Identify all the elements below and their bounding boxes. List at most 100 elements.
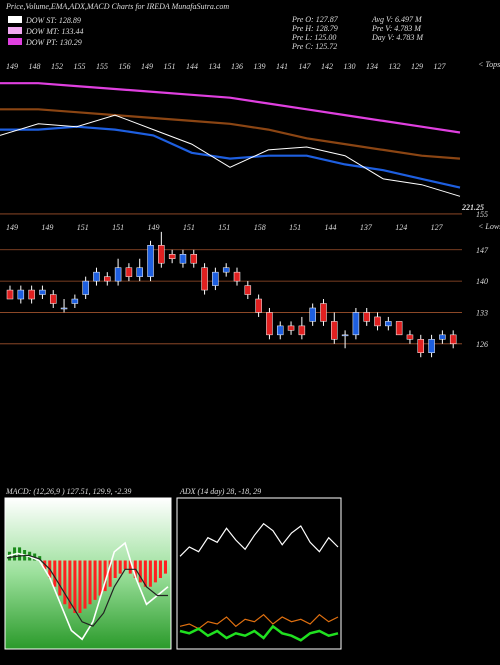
last-label: 221.25: [461, 203, 484, 212]
candle-body: [49, 294, 57, 304]
candle-body: [320, 303, 327, 322]
candle-body: [136, 267, 143, 277]
info-text: Pre V: 4.783 M: [371, 24, 422, 33]
series-line: [0, 114, 461, 197]
tops-label: < Tops: [478, 60, 500, 69]
candle-body: [147, 245, 154, 277]
info-text: Day V: 4.783 M: [371, 33, 424, 42]
adx-line: [179, 624, 339, 642]
top-label: 152: [51, 62, 63, 71]
candle-body: [287, 325, 295, 331]
candle-body: [352, 312, 360, 336]
y-tick-label: 147: [476, 246, 489, 255]
top-label: 155: [96, 62, 108, 71]
macd-bar: [153, 560, 157, 583]
top-label: 132: [389, 62, 401, 71]
candle-body: [374, 316, 381, 327]
macd-bar: [88, 560, 92, 605]
top-label: 155: [74, 62, 86, 71]
candle-body: [276, 325, 284, 336]
legend-swatch: [8, 27, 22, 34]
macd-bar: [63, 560, 67, 605]
macd-bar: [163, 560, 167, 574]
candle-body: [93, 271, 100, 282]
low-label: 151: [183, 223, 195, 232]
top-label: 134: [209, 62, 221, 71]
candle-body: [449, 334, 457, 345]
candle-body: [114, 267, 122, 282]
top-label: 142: [321, 62, 333, 71]
top-label: 129: [411, 62, 423, 71]
candle-body: [395, 321, 403, 336]
y-tick-label: 140: [476, 277, 488, 286]
macd-bar: [138, 560, 142, 583]
candle-body: [331, 321, 338, 340]
lows-label: < Lows: [478, 222, 500, 231]
macd-bar: [53, 560, 57, 587]
top-label: 141: [276, 62, 288, 71]
legend-swatch: [8, 38, 22, 45]
macd-bar: [38, 556, 42, 561]
low-label: 151: [77, 223, 89, 232]
candle-body: [298, 325, 306, 336]
macd-bar: [78, 560, 82, 613]
low-label: 127: [431, 223, 444, 232]
top-label: 139: [254, 62, 266, 71]
top-label: 144: [186, 62, 198, 71]
series-line: [0, 125, 461, 189]
info-text: Pre C: 125.72: [291, 42, 337, 51]
macd-bar: [158, 560, 162, 578]
top-label: 134: [366, 62, 378, 71]
top-label: 149: [141, 62, 153, 71]
macd-bar: [58, 560, 62, 596]
candle-body: [385, 321, 392, 327]
macd-bar: [118, 560, 122, 574]
y-tick-label: 133: [476, 308, 488, 317]
candle-body: [406, 334, 414, 340]
top-label: 156: [119, 62, 131, 71]
candle-body: [158, 245, 165, 264]
candle-body: [6, 289, 14, 300]
macd-bar: [108, 560, 112, 587]
candle-body: [212, 271, 219, 286]
candle-body: [71, 298, 79, 304]
candle-body: [125, 267, 133, 277]
macd-bar: [103, 560, 107, 592]
candle-body: [39, 289, 46, 295]
top-label: 149: [6, 62, 18, 71]
low-label: 149: [6, 223, 18, 232]
macd-bar: [68, 560, 72, 609]
candle-body: [60, 307, 68, 310]
low-label: 151: [112, 223, 124, 232]
top-label: 136: [231, 62, 243, 71]
adx-label: ADX (14 day) 28, -18, 29: [179, 487, 261, 496]
candle-body: [28, 289, 35, 300]
top-label: 147: [299, 62, 312, 71]
candle-body: [104, 276, 111, 282]
candle-body: [168, 254, 176, 259]
candle-body: [179, 254, 187, 264]
macd-bar: [83, 560, 87, 609]
legend-label: DOW MT: 133.44: [25, 27, 84, 36]
series-line: [0, 82, 461, 134]
macd-label: MACD: (12,26,9 ) 127.51, 129.9, -2.39: [5, 487, 131, 496]
macd-bar: [148, 560, 152, 587]
low-label: 151: [218, 223, 230, 232]
candle-body: [428, 339, 435, 353]
low-label: 149: [148, 223, 160, 232]
series-line: [0, 108, 461, 160]
macd-bar: [73, 560, 77, 613]
top-label: 148: [29, 62, 41, 71]
legend-label: DOW PT: 130.29: [25, 38, 82, 47]
candle-body: [17, 289, 25, 300]
low-label: 124: [395, 223, 407, 232]
top-label: 130: [344, 62, 356, 71]
candle-body: [82, 280, 89, 295]
candle-body: [222, 267, 230, 273]
candle-body: [201, 267, 208, 291]
macd-bar: [98, 560, 102, 596]
low-label: 144: [324, 223, 336, 232]
macd-line: [6, 541, 169, 641]
